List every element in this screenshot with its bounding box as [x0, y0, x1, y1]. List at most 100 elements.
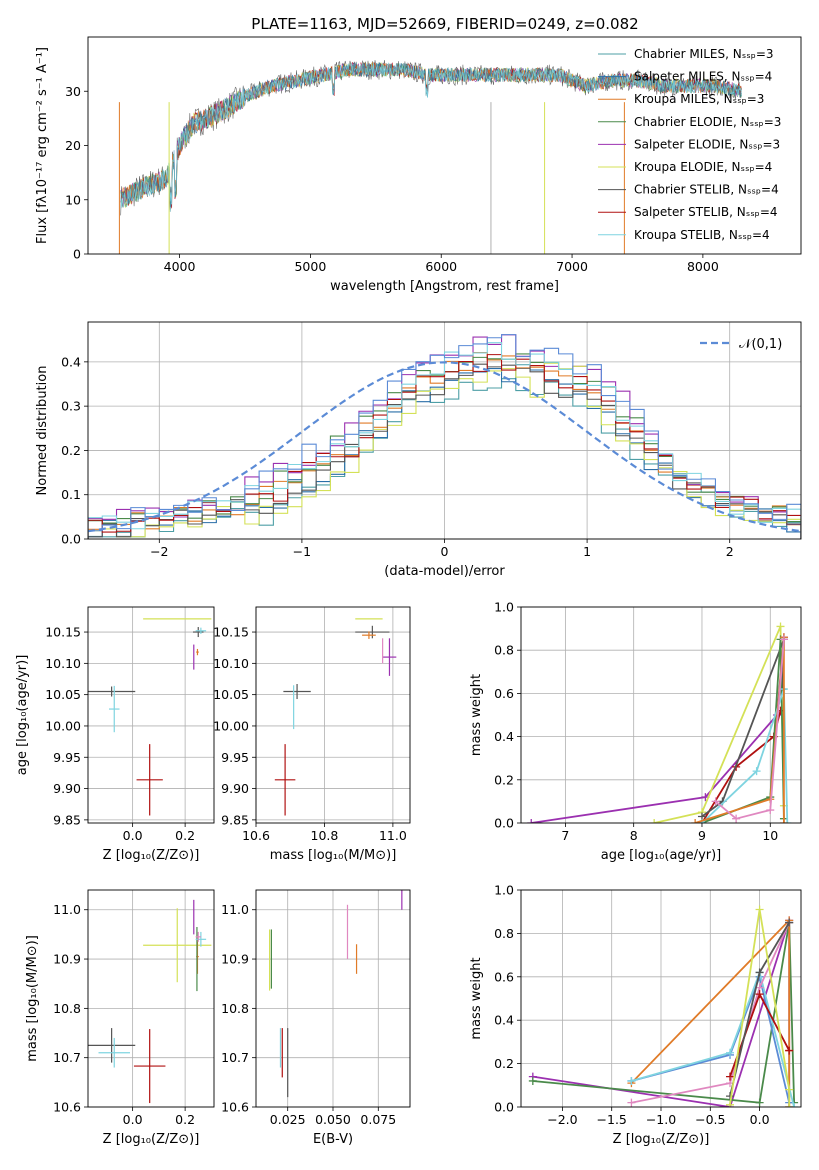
- legend-label: Chabrier STELIB, Nₛₛₚ=4: [634, 183, 779, 197]
- x-axis-label: mass [log₁₀(M/M⊙)]: [270, 848, 397, 863]
- x-tick-label: 7000: [556, 259, 588, 274]
- y-tick-label: 0.4: [494, 1013, 514, 1028]
- panel-3: 10.6 10.8 11.0 9.85 9.90 9.95 10.00 10.05 10.10 1…: [213, 606, 411, 863]
- x-tick-label: 10.8: [311, 828, 339, 843]
- weight-line: [715, 639, 785, 820]
- axes-frame: [520, 889, 802, 1108]
- weight-marker: [726, 1100, 735, 1107]
- panel-0: 4000 5000 6000 7000 8000 0 10 20 30 wavelength [A…: [35, 15, 802, 294]
- y-tick-label: 10.9: [221, 952, 249, 967]
- weight-marker: [779, 819, 788, 823]
- x-axis-label: (data-model)/error: [384, 564, 505, 579]
- x-axis-label: Z [log₁₀(Z/Z⊙)]: [103, 848, 200, 863]
- y-tick-label: 10.7: [221, 1050, 249, 1065]
- plot-area: [274, 618, 397, 816]
- y-tick-label: 0.6: [494, 686, 514, 701]
- y-tick-label: 9.95: [221, 750, 249, 765]
- error-bar-point: [109, 685, 120, 733]
- y-tick-label: 11.0: [53, 902, 81, 917]
- legend-label: Salpeter MILES, Nₛₛₚ=4: [634, 70, 772, 84]
- x-tick-label: 8000: [687, 259, 719, 274]
- legend-label: Chabrier MILES, Nₛₛₚ=3: [634, 47, 774, 61]
- weight-line: [729, 909, 791, 1107]
- histogram-legend: 𝒩(0,1): [700, 337, 782, 352]
- weight-marker: [755, 1098, 764, 1107]
- weight-marker: [755, 990, 764, 999]
- error-bar-point: [195, 931, 207, 947]
- x-tick-label: −2.0: [547, 1112, 577, 1127]
- plot-area: [527, 622, 792, 823]
- x-tick-label: 0.0: [123, 828, 143, 843]
- weight-marker: [785, 1103, 794, 1107]
- y-tick-label: 10.7: [53, 1050, 81, 1065]
- x-tick-label: 0.075: [360, 1112, 396, 1127]
- normal-curve: [88, 361, 801, 533]
- error-bar-point: [88, 1028, 136, 1063]
- x-tick-label: −1: [293, 544, 311, 559]
- error-bar-point: [133, 1029, 166, 1104]
- weight-marker: [752, 767, 761, 776]
- x-tick-label: 5000: [294, 259, 326, 274]
- y-tick-label: 10.00: [213, 718, 249, 733]
- weight-marker: [726, 1048, 735, 1057]
- error-bar-point: [362, 631, 376, 639]
- panel-2: 0.0 0.2 9.85 9.90 9.95 10.00 10.05 10.10 10.15 Z …: [15, 606, 215, 863]
- y-tick-label: 0.1: [61, 487, 81, 502]
- y-tick-label: 0.0: [494, 1100, 514, 1115]
- weight-marker: [785, 1046, 794, 1055]
- x-axis-label: wavelength [Angstrom, rest frame]: [330, 279, 559, 294]
- weight-marker: [627, 1098, 636, 1107]
- error-bar-point: [283, 684, 311, 700]
- axes-frame: [520, 606, 802, 824]
- y-tick-label: 30: [65, 84, 81, 99]
- y-tick-label: 10.10: [45, 656, 81, 671]
- x-axis-label: Z [log₁₀(Z/Z⊙)]: [613, 1132, 710, 1147]
- y-tick-label: 10.00: [45, 718, 81, 733]
- y-tick-label: 0.0: [494, 816, 514, 831]
- error-bar-point: [88, 686, 136, 697]
- y-axis-label: mass [log₁₀(M/M⊙)]: [25, 935, 40, 1062]
- y-tick-label: 9.85: [53, 812, 81, 827]
- legend-label: Salpeter STELIB, Nₛₛₚ=4: [634, 205, 778, 219]
- y-tick-label: 10.05: [213, 687, 249, 702]
- weight-marker: [776, 622, 785, 631]
- y-tick-label: 10.9: [53, 952, 81, 967]
- legend-label: Kroupa STELIB, Nₛₛₚ=4: [634, 228, 770, 242]
- x-tick-label: −1.0: [646, 1112, 676, 1127]
- x-tick-label: 0.0: [750, 1112, 770, 1127]
- x-tick-label: 0.2: [175, 1112, 195, 1127]
- x-tick-label: −0.5: [695, 1112, 725, 1127]
- weight-marker: [779, 635, 788, 644]
- legend-label: Salpeter ELODIE, Nₛₛₚ=3: [634, 137, 780, 151]
- legend-label: Kroupa MILES, Nₛₛₚ=3: [634, 92, 764, 106]
- y-tick-label: 0: [73, 247, 81, 262]
- axes-frame: [255, 889, 411, 1108]
- axes-frame: [255, 606, 411, 824]
- x-tick-label: 11.0: [379, 828, 407, 843]
- y-axis-label: age [log₁₀(age/yr)]: [15, 655, 30, 776]
- weight-marker: [691, 819, 700, 823]
- x-tick-label: 10: [762, 828, 778, 843]
- y-axis-label: Normed distribution: [35, 366, 50, 496]
- x-tick-label: 0: [441, 544, 449, 559]
- y-tick-label: 10: [65, 192, 81, 207]
- error-bar-point: [355, 625, 390, 639]
- y-tick-label: 0.0: [61, 532, 81, 547]
- x-axis-label: Z [log₁₀(Z/Z⊙)]: [103, 1132, 200, 1147]
- plot-area: [118, 60, 742, 254]
- x-tick-label: 7: [561, 828, 569, 843]
- x-tick-label: −1.5: [597, 1112, 627, 1127]
- y-tick-label: 10.15: [45, 625, 81, 640]
- axes-frame: [87, 889, 215, 1108]
- panel-4: 7 8 9 10 0.0 0.2 0.4 0.6 0.8 1.0 age [log₁₀(age/yr…: [469, 600, 802, 863]
- weight-marker: [755, 968, 764, 977]
- weight-line: [701, 688, 789, 823]
- spectrum-line: [120, 62, 742, 207]
- chart-title: PLATE=1163, MJD=52669, FIBERID=0249, z=0…: [251, 15, 638, 33]
- weight-marker: [528, 1076, 537, 1085]
- weight-line: [631, 973, 791, 1103]
- y-tick-label: 10.6: [53, 1100, 81, 1115]
- plot-area: [528, 905, 799, 1107]
- error-bar-point: [193, 627, 204, 638]
- x-axis-label: age [log₁₀(age/yr)]: [601, 848, 722, 863]
